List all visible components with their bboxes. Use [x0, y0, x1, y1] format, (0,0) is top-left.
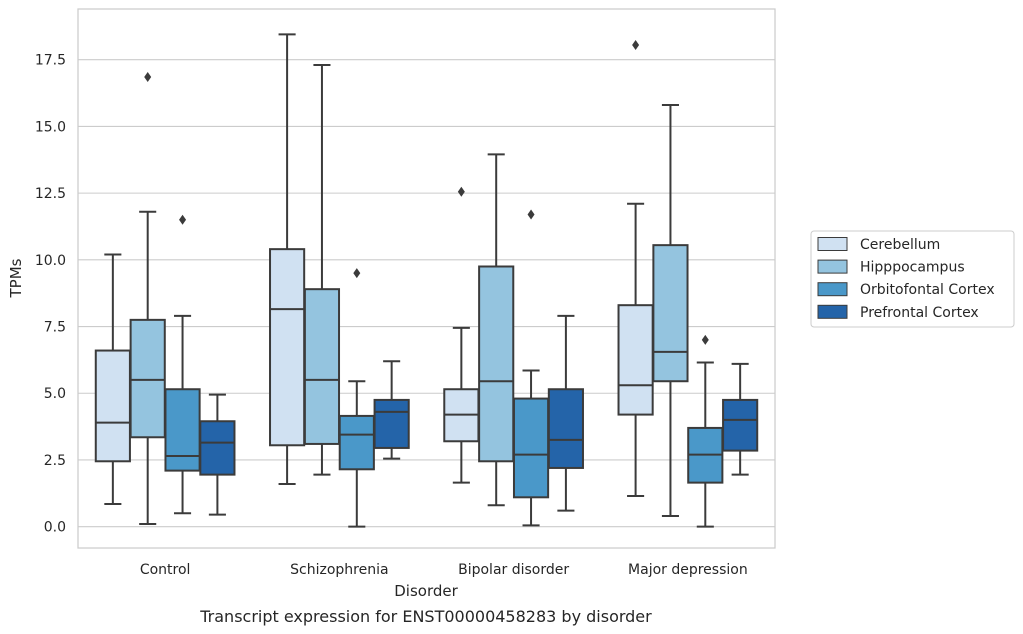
box-iqr — [514, 399, 548, 498]
box-iqr — [723, 400, 757, 451]
box-plot — [444, 187, 478, 483]
box-plot — [723, 364, 757, 475]
y-tick-label: 15.0 — [35, 119, 66, 135]
outlier-point — [528, 209, 535, 219]
legend-label: Orbitofontal Cortex — [860, 282, 995, 298]
y-tick-label: 5.0 — [44, 386, 66, 402]
y-axis-ticks: 0.0 2.5 5.0 7.5 10.0 12.5 15.0 17.5 — [35, 53, 66, 536]
x-tick-label: Control — [140, 562, 191, 578]
box-iqr — [375, 400, 409, 448]
box-plot — [688, 335, 722, 527]
legend-label: Prefrontal Cortex — [860, 305, 979, 321]
box-plot — [619, 40, 653, 496]
x-axis-ticks: Control Schizophrenia Bipolar disorder Majo… — [140, 562, 748, 578]
box-plot — [375, 361, 409, 458]
chart-container: 0.0 2.5 5.0 7.5 10.0 12.5 15.0 17.5 Control Schi… — [0, 0, 1023, 634]
box-iqr — [131, 320, 165, 437]
y-axis-label: TPMs — [7, 258, 25, 298]
box-iqr — [340, 416, 374, 469]
box-plot — [514, 209, 548, 525]
y-tick-label: 2.5 — [44, 453, 66, 469]
x-axis-label: Disorder — [394, 582, 458, 600]
box-plot — [131, 72, 165, 524]
outlier-point — [702, 335, 709, 345]
box-iqr — [619, 305, 653, 414]
legend-swatch — [818, 238, 847, 251]
box-iqr — [479, 266, 513, 461]
box-iqr — [549, 389, 583, 468]
legend-item: Hipppocampus — [818, 260, 965, 276]
box-iqr — [96, 351, 130, 462]
x-tick-label: Schizophrenia — [290, 562, 388, 578]
legend-swatch — [818, 283, 847, 296]
x-tick-label: Major depression — [628, 562, 748, 578]
box-series-layer — [96, 34, 757, 526]
outlier-point — [179, 215, 186, 225]
legend-item: Orbitofontal Cortex — [818, 282, 995, 298]
outlier-point — [144, 72, 151, 82]
outlier-point — [353, 268, 360, 278]
box-plot — [653, 105, 687, 516]
y-tick-label: 7.5 — [44, 320, 66, 336]
x-tick-label: Bipolar disorder — [458, 562, 569, 578]
box-plot-chart: 0.0 2.5 5.0 7.5 10.0 12.5 15.0 17.5 Control Schi… — [0, 0, 1023, 634]
box-plot — [479, 154, 513, 505]
y-tick-label: 10.0 — [35, 253, 66, 269]
box-plot — [340, 268, 374, 526]
box-iqr — [165, 389, 199, 470]
box-plot — [96, 254, 130, 503]
legend: Cerebellum Hipppocampus Orbitofontal Corte… — [811, 231, 1014, 327]
chart-caption: Transcript expression for ENST0000045828… — [199, 607, 652, 626]
outlier-point — [458, 187, 465, 197]
legend-swatch — [818, 260, 847, 273]
box-plot — [549, 316, 583, 511]
box-plot — [270, 34, 304, 484]
y-tick-label: 17.5 — [35, 53, 66, 69]
legend-label: Hipppocampus — [860, 260, 965, 276]
box-iqr — [305, 289, 339, 444]
outlier-point — [632, 40, 639, 50]
legend-item: Cerebellum — [818, 237, 940, 253]
legend-item: Prefrontal Cortex — [818, 305, 979, 321]
y-tick-label: 12.5 — [35, 186, 66, 202]
box-iqr — [200, 421, 234, 474]
legend-swatch — [818, 305, 847, 318]
box-iqr — [270, 249, 304, 445]
legend-label: Cerebellum — [860, 237, 940, 253]
box-plot — [200, 395, 234, 515]
box-iqr — [653, 245, 687, 381]
y-tick-label: 0.0 — [44, 520, 66, 536]
